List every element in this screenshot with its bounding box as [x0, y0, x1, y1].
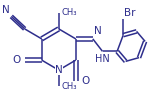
Text: CH₃: CH₃: [61, 8, 77, 17]
Text: N: N: [94, 26, 102, 36]
Text: O: O: [13, 55, 21, 65]
Text: O: O: [82, 76, 90, 86]
Text: CH₃: CH₃: [61, 82, 77, 91]
Text: N: N: [2, 5, 10, 15]
Text: Br: Br: [124, 8, 136, 18]
Text: N: N: [55, 65, 63, 75]
Text: HN: HN: [95, 54, 110, 64]
